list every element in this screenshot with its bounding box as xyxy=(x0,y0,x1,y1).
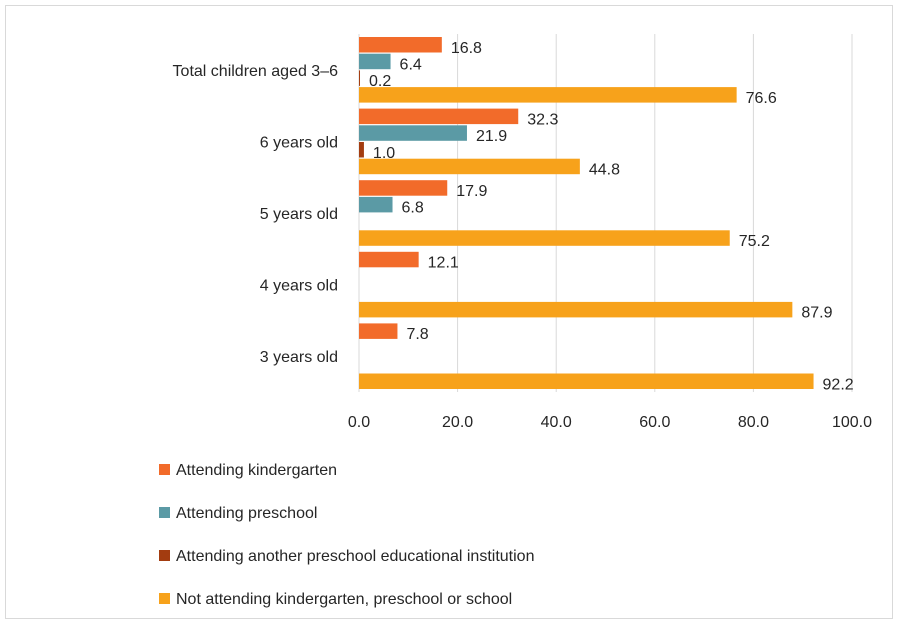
legend-swatch xyxy=(159,593,170,604)
x-tick-label: 0.0 xyxy=(348,414,370,431)
data-label: 16.8 xyxy=(451,40,482,57)
legend-label: Attending another preschool educational … xyxy=(176,548,534,565)
x-tick-labels: 0.0 20.0 40.0 60.0 80.0 100.0 xyxy=(348,414,872,431)
x-tick-label: 100.0 xyxy=(832,414,872,431)
data-label: 0.2 xyxy=(369,73,391,90)
data-label: 21.9 xyxy=(476,128,507,145)
bar xyxy=(359,196,393,213)
bar-chart: 16.8 6.4 0.2 76.6 32.3 21.9 1.0 44.8 17.9 6.8 75.2… xyxy=(159,34,872,608)
data-label: 44.8 xyxy=(589,161,620,178)
category-label: 5 years old xyxy=(260,206,338,223)
bar xyxy=(359,230,730,246)
category-labels: Total children aged 3–6 6 years old 5 year… xyxy=(173,63,339,366)
bar xyxy=(359,53,391,70)
category-label: Total children aged 3–6 xyxy=(173,63,339,80)
category-label: 6 years old xyxy=(260,134,338,151)
bars: 16.8 6.4 0.2 76.6 32.3 21.9 1.0 44.8 17.9 6.8 75.2… xyxy=(359,37,854,393)
x-tick-label: 60.0 xyxy=(639,414,670,431)
bar xyxy=(359,158,580,175)
bar xyxy=(359,180,448,196)
data-label: 87.9 xyxy=(801,305,832,322)
legend-swatch xyxy=(159,550,170,561)
x-tick-label: 20.0 xyxy=(442,414,473,431)
chart-frame: 16.8 6.4 0.2 76.6 32.3 21.9 1.0 44.8 17.9 6.8 75.2… xyxy=(5,5,893,619)
data-label: 6.8 xyxy=(402,200,424,217)
data-label: 6.4 xyxy=(400,56,422,73)
bar xyxy=(359,323,398,339)
category-label: 4 years old xyxy=(260,278,338,295)
legend-label: Not attending kindergarten, preschool or… xyxy=(176,591,512,608)
bar xyxy=(359,301,793,318)
data-label: 17.9 xyxy=(456,183,487,200)
bar xyxy=(359,37,442,53)
legend: Attending kindergarten Attending preschoo… xyxy=(159,462,534,608)
legend-swatch xyxy=(159,464,170,475)
category-label: 3 years old xyxy=(260,349,338,366)
bar xyxy=(359,70,360,86)
data-label: 32.3 xyxy=(527,111,558,128)
data-label: 76.6 xyxy=(746,90,777,107)
legend-label: Attending kindergarten xyxy=(176,462,337,479)
bar xyxy=(359,125,467,141)
data-label: 75.2 xyxy=(739,233,770,250)
data-label: 92.2 xyxy=(823,376,854,393)
data-label: 12.1 xyxy=(428,255,459,272)
bar xyxy=(359,142,364,158)
data-label: 7.8 xyxy=(406,326,428,343)
legend-swatch xyxy=(159,507,170,518)
x-tick-label: 80.0 xyxy=(738,414,769,431)
bar xyxy=(359,373,814,389)
bar xyxy=(359,108,519,125)
bar xyxy=(359,87,737,103)
bar xyxy=(359,251,419,268)
x-tick-label: 40.0 xyxy=(541,414,572,431)
legend-label: Attending preschool xyxy=(176,505,317,522)
data-label: 1.0 xyxy=(373,145,395,162)
